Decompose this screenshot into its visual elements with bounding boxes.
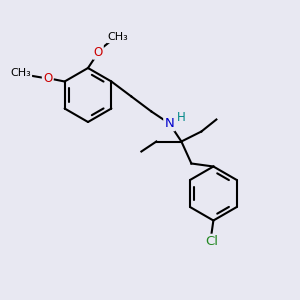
Text: H: H: [177, 111, 186, 124]
Text: O: O: [93, 46, 103, 59]
Text: CH₃: CH₃: [10, 68, 31, 79]
Text: Cl: Cl: [205, 235, 218, 248]
Text: N: N: [164, 117, 174, 130]
Text: O: O: [43, 72, 52, 85]
Text: CH₃: CH₃: [108, 32, 128, 42]
